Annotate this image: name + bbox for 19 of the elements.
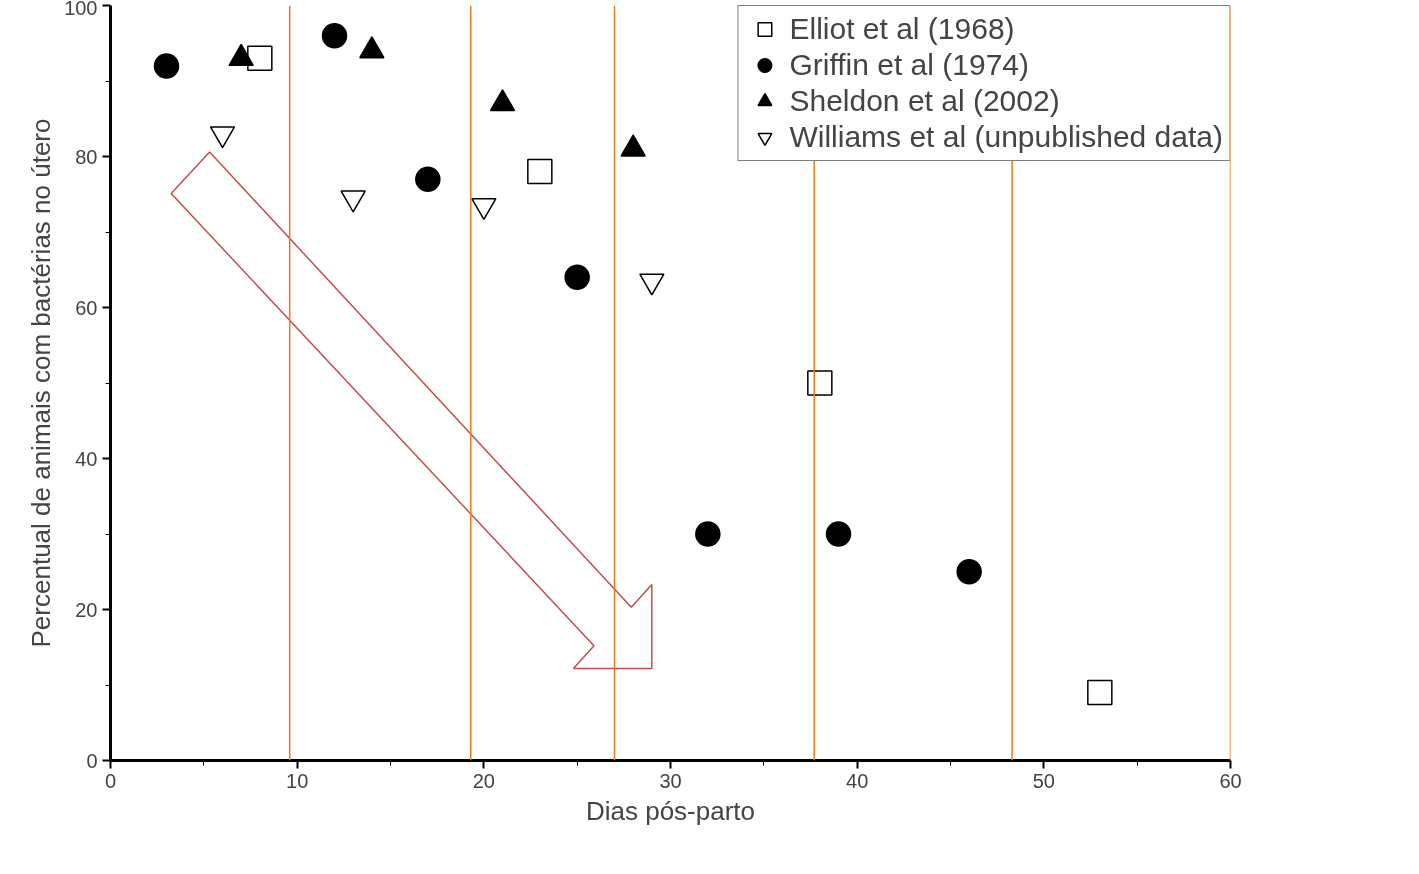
y-tick-label: 60	[75, 296, 98, 319]
legend-label: Williams et al (unpublished data)	[789, 120, 1223, 154]
x-tick-label: 40	[846, 769, 869, 792]
legend-label: Elliot et al (1968)	[789, 12, 1015, 46]
x-tick-label: 30	[659, 769, 682, 792]
y-tick-label: 100	[64, 0, 98, 19]
x-tick-label: 20	[472, 769, 495, 792]
x-tick-label: 10	[286, 769, 309, 792]
y-tick-label: 80	[75, 145, 98, 168]
x-tick-label: 0	[104, 769, 117, 792]
y-tick-label: 20	[75, 598, 98, 621]
x-axis-title: Dias pós-parto	[585, 795, 756, 826]
legend-label: Sheldon et al (2002)	[789, 84, 1060, 118]
x-tick-label: 60	[1219, 769, 1242, 792]
legend-label: Griffin et al (1974)	[789, 48, 1030, 82]
x-tick-label: 50	[1032, 769, 1055, 792]
y-tick-label: 0	[86, 749, 98, 772]
y-tick-label: 40	[75, 447, 98, 470]
y-axis-title: Percentual de animais com bactérias no útero	[26, 118, 57, 648]
